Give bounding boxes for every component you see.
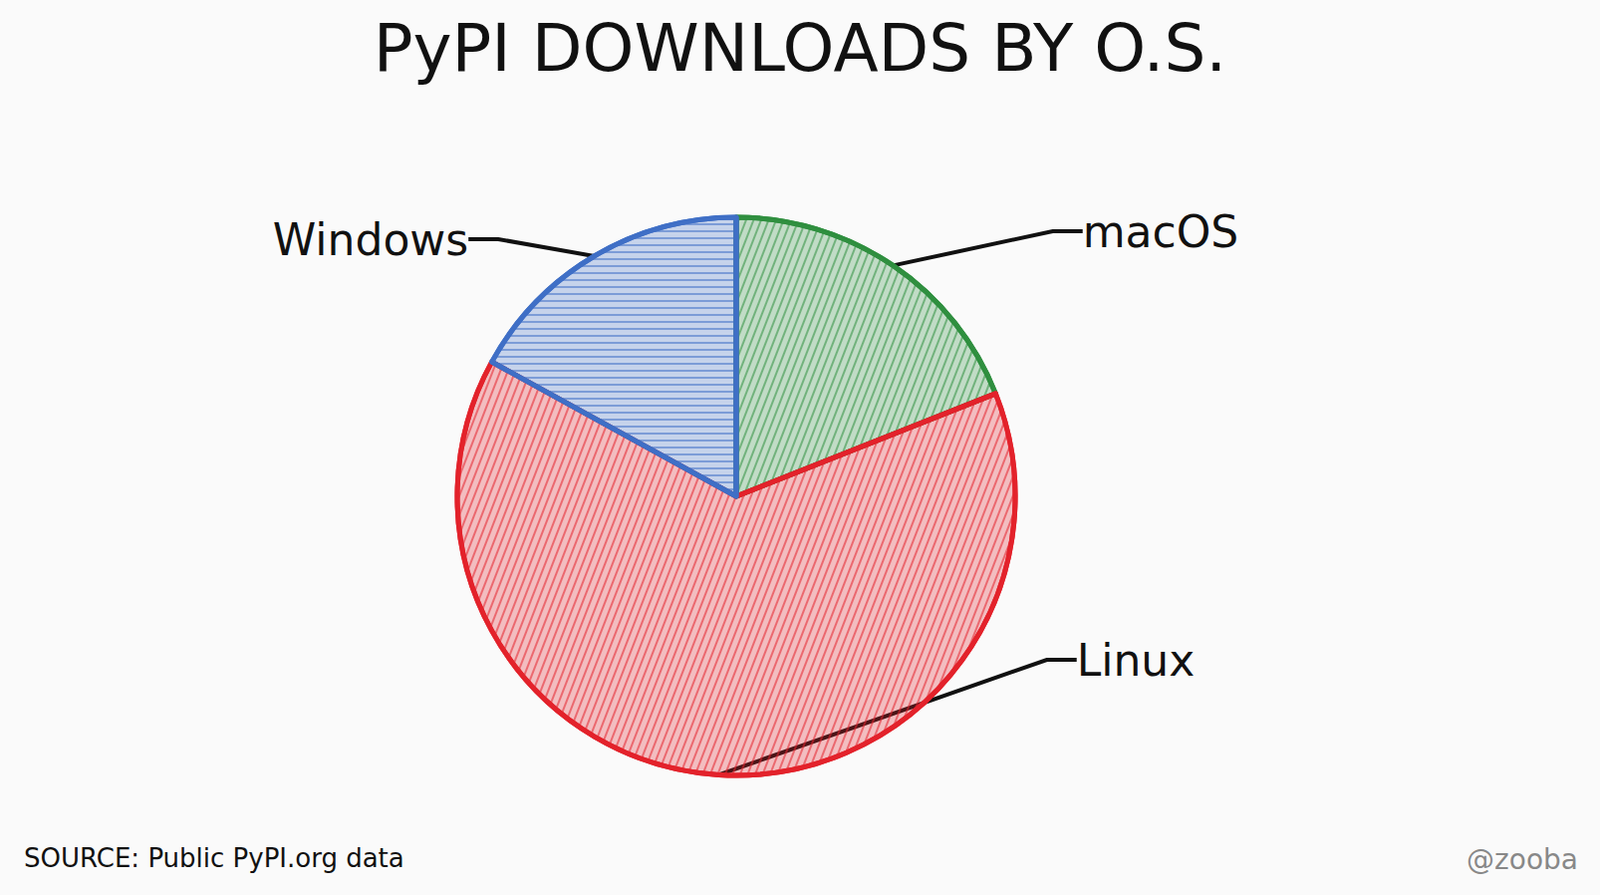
svg-text:Windows: Windows <box>272 214 469 266</box>
svg-text:@zooba: @zooba <box>1466 842 1579 876</box>
svg-text:SOURCE: Public PyPI.org data: SOURCE: Public PyPI.org data <box>23 842 405 873</box>
svg-text:PyPI DOWNLOADS BY O.S.: PyPI DOWNLOADS BY O.S. <box>373 9 1228 87</box>
svg-text:macOS: macOS <box>1082 206 1240 258</box>
svg-text:Linux: Linux <box>1076 634 1196 686</box>
